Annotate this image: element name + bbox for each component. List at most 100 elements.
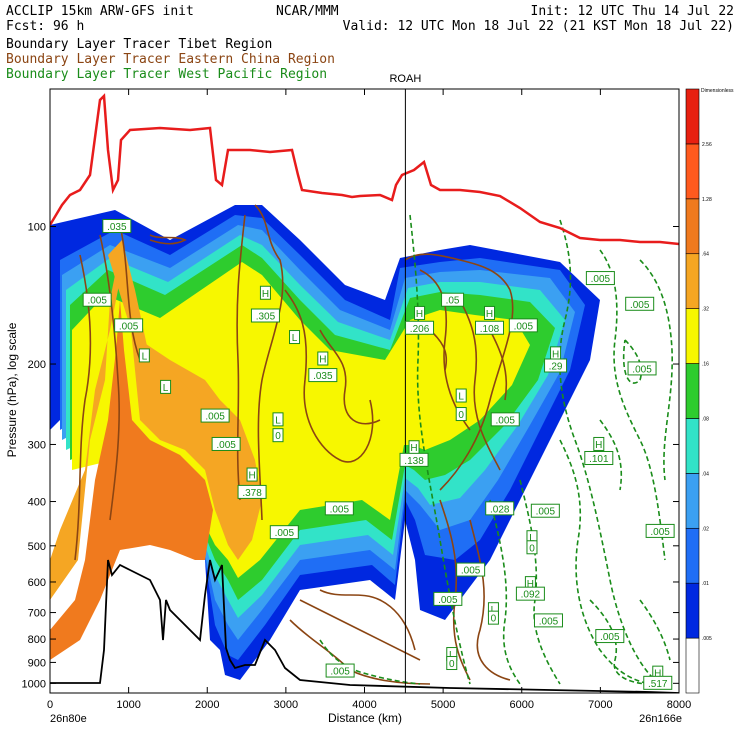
contour-label: .517 <box>648 679 668 690</box>
contour-label-box <box>544 358 568 373</box>
y-tick-label: 1000 <box>22 678 46 690</box>
contour-label: .028 <box>490 504 510 515</box>
tracer-prefix: Boundary Layer Tracer <box>6 67 171 82</box>
contour-label: H <box>486 309 493 320</box>
contour-wp <box>639 259 673 481</box>
contour-label-box <box>584 451 614 466</box>
contour-label: H <box>262 289 269 300</box>
contour-ec <box>119 224 141 361</box>
colorbar-level-label: .005 <box>702 636 712 642</box>
title-init: Init: 12 UTC Thu 14 Jul 22 <box>531 4 735 19</box>
x-axis-ticks: 0 1000 2000 3000 4000 5000 6000 7000 8000 <box>47 89 691 711</box>
title-valid: Valid: 12 UTC Mon 18 Jul 22 (21 KST Mon … <box>343 19 734 34</box>
y-tick-label: 300 <box>28 439 46 451</box>
tracer-region: West Pacific Region <box>178 67 327 82</box>
contour-ec <box>99 234 120 521</box>
contour-ec <box>489 329 508 401</box>
contour-label: L <box>275 415 281 426</box>
contour-label: L <box>163 383 169 394</box>
contour-label-box <box>530 503 560 518</box>
contour-label: H <box>595 440 602 451</box>
contour-label: .005 <box>275 528 295 539</box>
contour-label: .005 <box>539 616 559 627</box>
contour-label-box <box>308 368 338 383</box>
colorbar-level-label: .08 <box>702 416 709 422</box>
contour-label: H <box>552 349 559 360</box>
x-tick-label: 7000 <box>588 699 612 711</box>
contour-label-box <box>485 501 515 516</box>
contour-label-box <box>399 452 429 467</box>
x-axis-title: Distance (km) <box>328 711 402 725</box>
contour-label: L <box>142 351 148 362</box>
contour-label: .29 <box>549 361 563 372</box>
contour-ec <box>459 299 501 471</box>
contour-label: .005 <box>600 632 620 643</box>
contour-label: .005 <box>87 296 107 307</box>
contour-label: L <box>449 650 455 661</box>
contour-label: H <box>319 355 326 366</box>
contour-wp <box>559 439 651 685</box>
contour-label-box <box>446 656 458 671</box>
contour-wp <box>589 599 651 685</box>
contour-label: .005 <box>650 527 670 538</box>
contour-label: .378 <box>242 488 262 499</box>
contour-ec <box>469 519 511 681</box>
contour-label: .138 <box>404 456 424 467</box>
contour-label-box <box>625 296 655 311</box>
contour-label: .005 <box>536 507 556 518</box>
tracer-region: Tibet Region <box>178 37 272 52</box>
tracer-prefix: Boundary Layer Tracer <box>6 37 171 52</box>
contour-label-box <box>490 412 520 427</box>
contour-label: H <box>248 471 255 482</box>
contour-label: L <box>292 333 298 344</box>
contour-label-box <box>487 610 499 625</box>
contour-label-box <box>269 525 299 540</box>
contour-label-box <box>433 591 463 606</box>
contour-label-box <box>317 351 329 366</box>
contour-label-box <box>114 318 144 333</box>
colorbar-segment <box>685 473 700 529</box>
colorbar-segment <box>685 143 700 200</box>
contour-label-box <box>455 407 467 422</box>
contour-label: H <box>527 579 534 590</box>
y-tick-label: 500 <box>28 541 46 553</box>
colorbar-level-label: 2.56 <box>702 142 712 148</box>
colorbar-segment <box>685 527 700 584</box>
contour-label: 0 <box>449 659 455 670</box>
colorbar-level-label: .04 <box>702 471 709 477</box>
contour-ec <box>319 589 416 651</box>
contour-label: .035 <box>313 371 333 382</box>
contour-label-box <box>643 675 673 690</box>
x-tick-label: 5000 <box>431 699 455 711</box>
contour-label-box <box>526 540 538 555</box>
contour-label-box <box>484 305 496 320</box>
y-axis-ticks: 100 200 300 400 500 600 700 800 900 1000 <box>22 222 679 690</box>
contour-label-box <box>456 562 486 577</box>
contour-label: .101 <box>589 454 609 465</box>
title-model: ACCLIP 15km ARW-GFS init <box>6 4 194 19</box>
contour-label-box <box>441 292 465 307</box>
y-tick-label: 700 <box>28 608 46 620</box>
contour-label: .005 <box>119 321 139 332</box>
contour-label-box <box>138 348 150 363</box>
contour-label-box <box>533 613 563 628</box>
y-tick-label: 400 <box>28 497 46 509</box>
title-org: NCAR/MMM <box>276 4 339 19</box>
contour-ec <box>284 289 374 463</box>
contour-label-box <box>200 408 230 423</box>
x-tick-label: 4000 <box>352 699 376 711</box>
contour-label: .005 <box>630 300 650 311</box>
contour-wp <box>559 219 661 685</box>
colorbar-level-label: .16 <box>702 362 709 368</box>
field-band-orange-plume <box>108 240 240 460</box>
contour-label: .206 <box>410 324 430 335</box>
contour-wp <box>319 639 421 685</box>
terrain-line <box>50 559 679 693</box>
contour-label-box <box>508 318 538 333</box>
field-band-orange <box>50 260 262 600</box>
colorbar-segment <box>685 582 700 639</box>
contour-ec <box>149 234 187 245</box>
contour-wp <box>599 419 623 491</box>
contour-ec <box>254 204 284 521</box>
y-axis-title: Pressure (hPa), log scale <box>5 322 19 457</box>
